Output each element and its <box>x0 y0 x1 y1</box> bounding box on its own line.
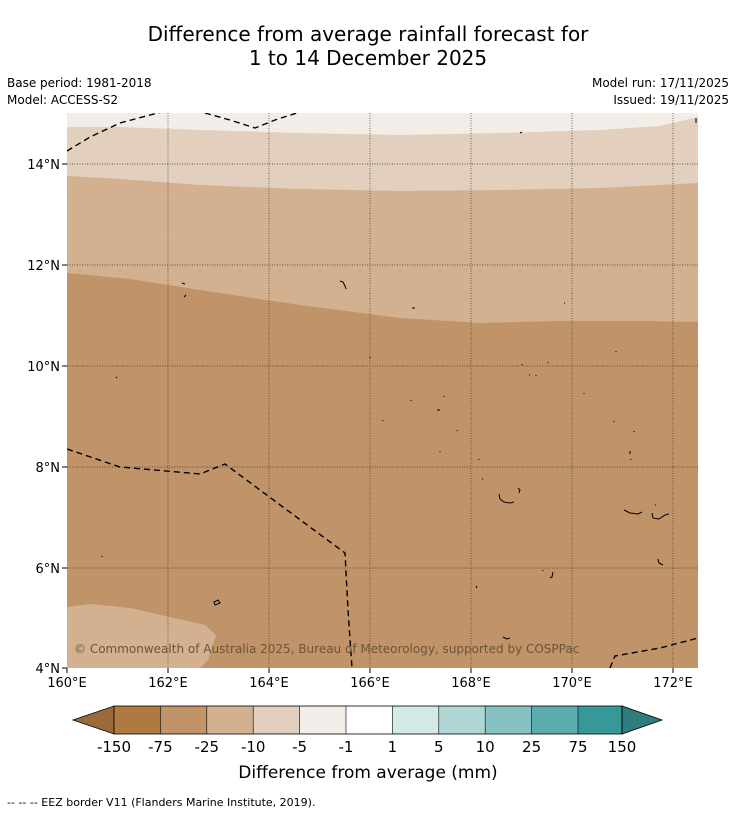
colorbar-extend-high <box>621 705 664 735</box>
colorbar-label: 25 <box>522 738 541 756</box>
colorbar-swatch <box>346 706 393 734</box>
colorbar-swatch <box>485 706 532 734</box>
colorbar-label: -10 <box>241 738 266 756</box>
colorbar-swatch <box>438 706 486 734</box>
lat-label-10n: 10°N <box>27 360 60 375</box>
colorbar-swatch <box>114 706 161 734</box>
lon-label-166e: 166°E <box>350 676 390 691</box>
model-name: Model: ACCESS-S2 <box>7 93 119 107</box>
colorbar-label: -75 <box>148 738 173 756</box>
islands <box>101 118 697 640</box>
colorbar-swatch <box>253 706 300 734</box>
colorbar-label: -150 <box>97 738 131 756</box>
meta-left: Base period: 1981-2018 Model: ACCESS-S2 <box>7 75 152 109</box>
copyright-notice: © Commonwealth of Australia 2025, Bureau… <box>74 642 579 656</box>
lat-label-6n: 6°N <box>36 562 61 577</box>
base-period: Base period: 1981-2018 <box>7 76 152 90</box>
lon-label-160e: 160°E <box>47 676 87 691</box>
colorbar-label: -1 <box>339 738 354 756</box>
latitude-axis: 14°N 12°N 10°N 8°N 6°N 4°N <box>27 158 67 677</box>
colorbar-extend-low <box>71 705 115 735</box>
colorbar-label: 150 <box>608 738 637 756</box>
lon-label-168e: 168°E <box>451 676 491 691</box>
colorbar-label: 10 <box>476 738 495 756</box>
title-line-1: Difference from average rainfall forecas… <box>147 22 589 46</box>
eez-borders <box>67 113 698 668</box>
colorbar-label: -5 <box>292 738 307 756</box>
lon-label-170e: 170°E <box>552 676 592 691</box>
colorbar-label: 1 <box>388 738 398 756</box>
lat-label-14n: 14°N <box>27 158 60 173</box>
model-run: Model run: 17/11/2025 <box>591 76 729 90</box>
colorbar-label: 75 <box>568 738 587 756</box>
issued-date: Issued: 19/11/2025 <box>613 93 729 107</box>
colorbar-title: Difference from average (mm) <box>238 763 497 783</box>
colorbar-swatch <box>299 706 346 734</box>
lat-label-12n: 12°N <box>27 259 60 274</box>
colorbar-swatch <box>206 706 254 734</box>
lon-label-164e: 164°E <box>249 676 289 691</box>
lat-label-4n: 4°N <box>36 662 61 677</box>
meta-right: Model run: 17/11/2025 Issued: 19/11/2025 <box>592 75 729 109</box>
colorbar-label: -25 <box>195 738 220 756</box>
colorbar-swatch <box>531 706 578 734</box>
colorbar-swatch <box>392 706 439 734</box>
colorbar-swatch <box>160 706 207 734</box>
colorbar: -150 -75 -25 -10 -5 -1 1 5 10 25 75 150 … <box>71 705 664 783</box>
lon-label-172e: 172°E <box>653 676 693 691</box>
longitude-axis: 160°E 162°E 164°E 166°E 168°E 170°E 172°… <box>47 668 693 691</box>
colorbar-label: 5 <box>434 738 444 756</box>
gridlines <box>67 113 698 668</box>
title-line-2: 1 to 14 December 2025 <box>248 46 488 70</box>
eez-legend-footnote: -- -- -- EEZ border V11 (Flanders Marine… <box>7 796 316 809</box>
lat-label-8n: 8°N <box>36 461 61 476</box>
colorbar-swatch <box>578 706 622 734</box>
map-area: © Commonwealth of Australia 2025, Bureau… <box>67 113 698 668</box>
lon-label-162e: 162°E <box>148 676 188 691</box>
rain-band-minus5 <box>67 113 698 191</box>
rain-patch-southwest <box>67 604 216 668</box>
chart-title: Difference from average rainfall forecas… <box>0 22 736 70</box>
